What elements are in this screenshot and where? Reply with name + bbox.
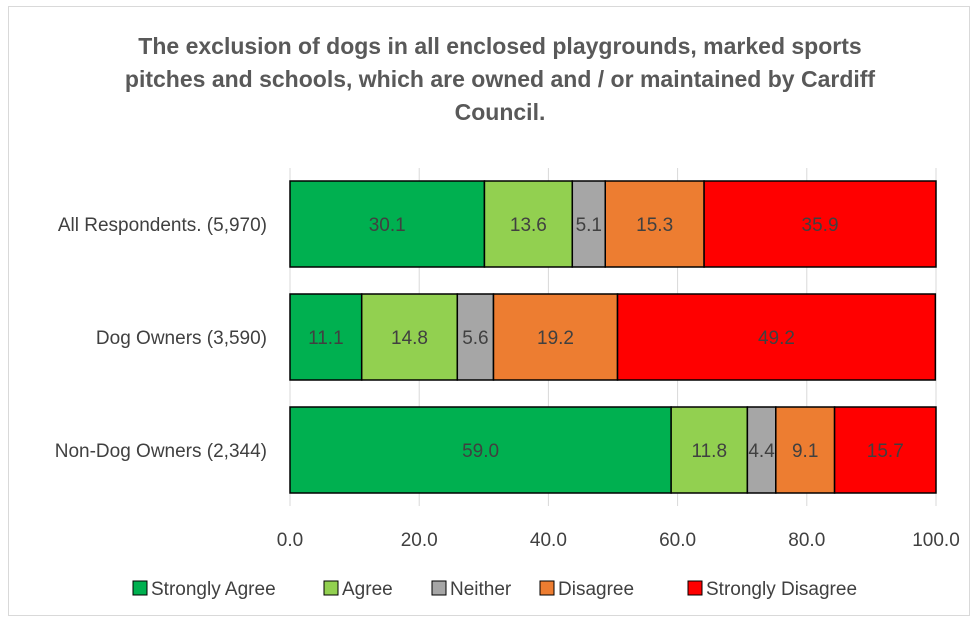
bar-segment <box>289 406 672 494</box>
legend-swatch <box>539 580 555 596</box>
bar-segment <box>571 180 606 268</box>
data-label: 30.1 <box>369 215 406 236</box>
legend-label: Disagree <box>558 579 634 600</box>
data-label: 5.1 <box>576 215 602 236</box>
category-label: Dog Owners (3,590) <box>96 328 267 349</box>
x-tick-label: 60.0 <box>659 530 696 551</box>
x-tick-label: 80.0 <box>788 530 825 551</box>
chart-title: The exclusion of dogs in all enclosed pl… <box>124 33 876 125</box>
bar-segment <box>670 406 749 494</box>
data-label: 49.2 <box>758 328 795 349</box>
x-tick-label: 0.0 <box>277 530 303 551</box>
x-tick-label: 100.0 <box>912 530 960 551</box>
legend-swatch <box>132 580 148 596</box>
legend-label: Neither <box>450 579 512 600</box>
legend-swatch <box>323 580 339 596</box>
legend-swatch <box>687 580 703 596</box>
x-tick-label: 20.0 <box>401 530 438 551</box>
bar-segment <box>746 406 777 494</box>
data-label: 11.8 <box>691 441 727 462</box>
bar-segment <box>604 180 705 268</box>
bar-segment <box>289 180 486 268</box>
chart-frame <box>8 6 970 616</box>
x-tick-label: 40.0 <box>530 530 567 551</box>
bar-segment <box>456 293 495 381</box>
bar-segment <box>483 180 574 268</box>
data-label: 5.6 <box>462 328 488 349</box>
category-label: All Respondents. (5,970) <box>58 215 267 236</box>
legend: Strongly Agree Agree Neither Disagree Strong… <box>132 579 857 600</box>
data-label: 13.6 <box>510 215 547 236</box>
data-label: 15.3 <box>636 215 673 236</box>
data-label: 14.8 <box>391 328 428 349</box>
data-label: 4.4 <box>748 441 775 462</box>
data-label: 35.9 <box>802 215 839 236</box>
data-label: 15.7 <box>867 441 904 462</box>
legend-label: Strongly Agree <box>151 579 276 600</box>
legend-label: Strongly Disagree <box>706 579 857 600</box>
data-label: 19.2 <box>537 328 574 349</box>
bar-segment <box>703 180 937 268</box>
data-label: 9.1 <box>792 441 818 462</box>
data-label: 11.1 <box>308 328 344 349</box>
bars <box>289 180 937 494</box>
legend-label: Agree <box>342 579 393 600</box>
bar-segment <box>289 293 363 381</box>
bar-segment <box>616 293 937 381</box>
bar-segment <box>775 406 836 494</box>
data-labels: 30.1 13.6 5.1 15.3 35.9 11.1 14.8 5.6 19.2 49.2 59… <box>308 215 904 462</box>
category-label: Non-Dog Owners (2,344) <box>55 441 267 462</box>
bar-segment <box>833 406 937 494</box>
x-axis-tick-labels: 0.0 20.0 40.0 60.0 80.0 100.0 <box>277 530 960 551</box>
legend-swatch <box>431 580 447 596</box>
category-labels: All Respondents. (5,970) Dog Owners (3,59… <box>55 215 267 462</box>
bar-segment <box>492 293 619 381</box>
data-label: 59.0 <box>462 441 499 462</box>
